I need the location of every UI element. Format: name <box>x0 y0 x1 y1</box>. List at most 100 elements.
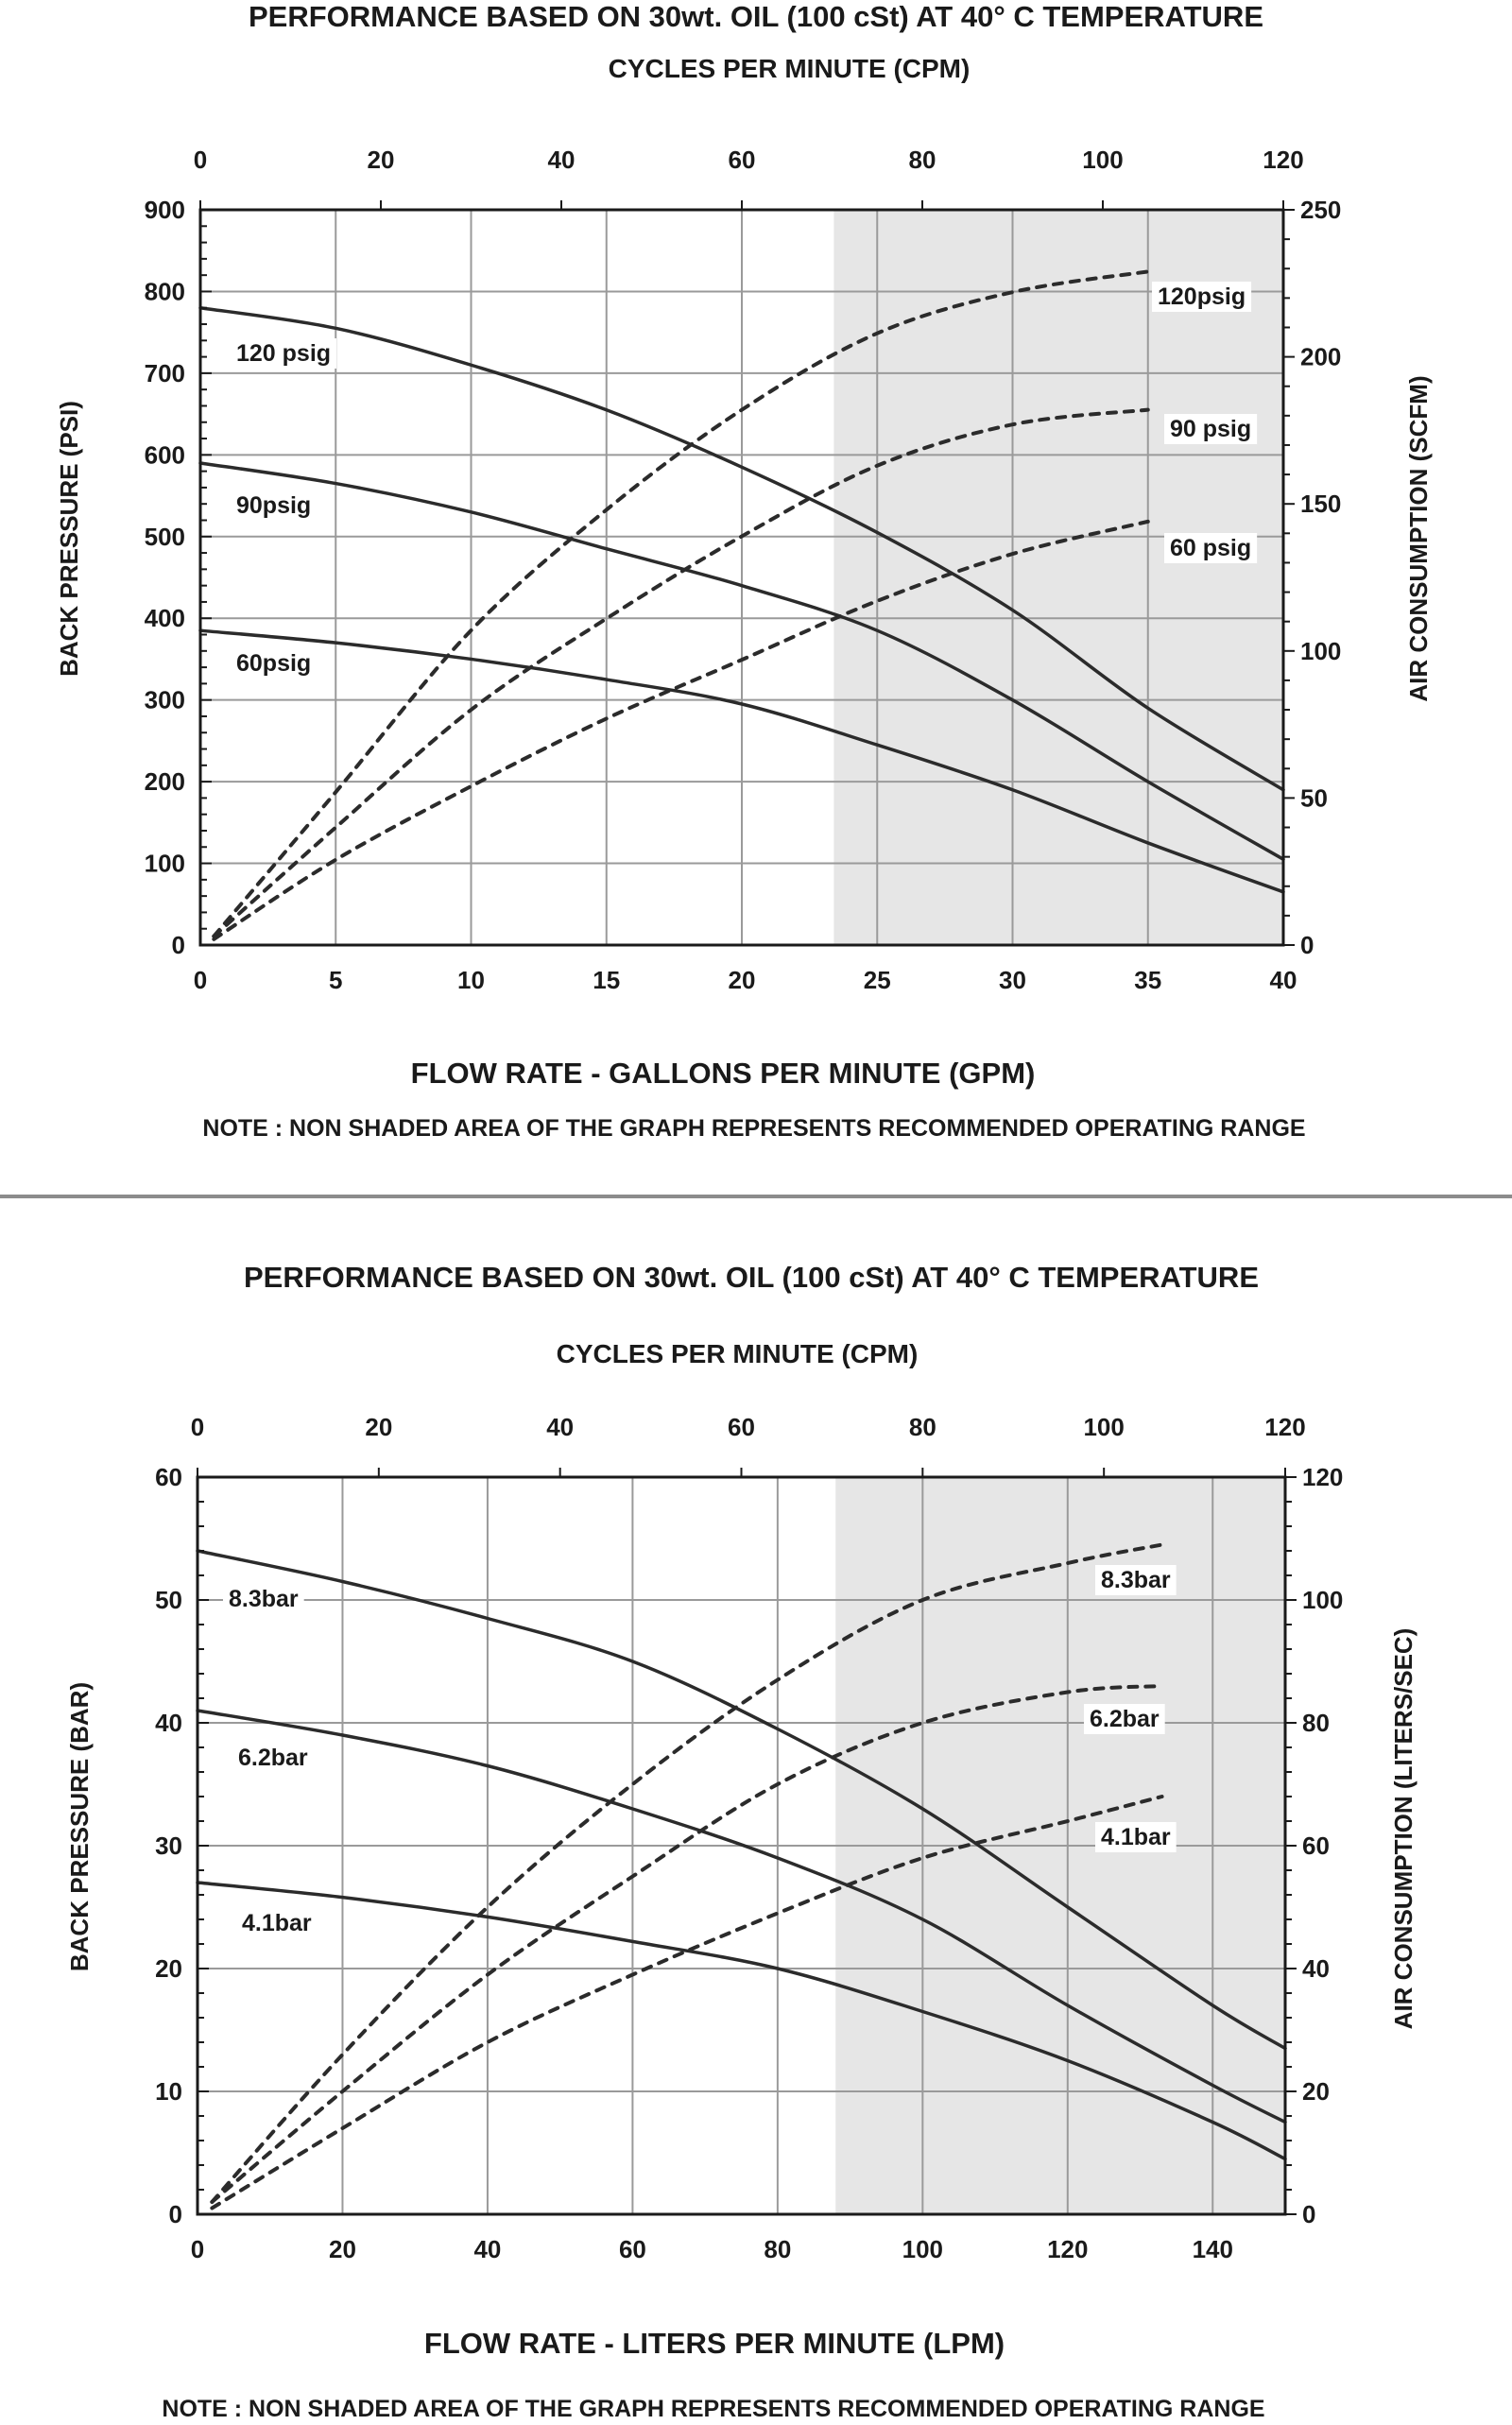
curve-label-bg <box>232 1743 314 1773</box>
curve-label-bg <box>1164 414 1258 444</box>
x2-tick-label: 20 <box>368 146 395 174</box>
x2-tick-label: 80 <box>909 146 936 174</box>
series-lines <box>196 1542 1287 2210</box>
curve-label-6-2bar-air: 6.2bar <box>1090 1706 1160 1732</box>
x2-tick-label: 120 <box>1263 146 1303 174</box>
curve-labels: 120 psig 90psig 60psig 120psig 90 psig 6… <box>231 282 1258 679</box>
curve-labels: 8.3bar 6.2bar 4.1bar 8.3bar 6.2bar 4.1ba… <box>223 1565 1177 1938</box>
x-axis-label: FLOW RATE - GALLONS PER MINUTE (GPM) <box>411 1057 1036 1090</box>
x2-tick-label: 20 <box>365 1413 392 1441</box>
y-tick-label: 0 <box>172 931 185 959</box>
curve-label-60psig: 60psig <box>236 650 311 677</box>
x-tick-label: 40 <box>1270 966 1297 994</box>
air-consumption-line-5 <box>210 1795 1164 2210</box>
x-tick-label: 10 <box>457 966 485 994</box>
x-tick-label: 60 <box>619 2235 646 2263</box>
y-axis-label-right: AIR CONSUMPTION (LITERS/SEC) <box>1389 1628 1418 2030</box>
pressure-line-2 <box>198 628 1285 894</box>
y-tick-label: 50 <box>155 1586 182 1614</box>
x2-tick-label: 100 <box>1083 1413 1124 1441</box>
x2-tick-label: 40 <box>548 146 576 174</box>
x-tick-label: 120 <box>1047 2235 1088 2263</box>
curve-label-90-psig-air: 90 psig <box>1170 416 1251 442</box>
x-tick-label: 25 <box>864 966 891 994</box>
y-tick-label: 20 <box>155 1954 182 1983</box>
x-tick-label: 30 <box>999 966 1026 994</box>
x-tick-label: 15 <box>593 966 620 994</box>
x2-tick-label: 0 <box>194 146 207 174</box>
y-tick-label: 800 <box>145 277 185 305</box>
y-tick-label: 900 <box>145 196 185 224</box>
y-tick-label: 500 <box>145 523 185 551</box>
x-tick-label: 40 <box>473 2235 501 2263</box>
y2-tick-label: 120 <box>1302 1463 1343 1491</box>
y2-tick-label: 100 <box>1300 637 1341 665</box>
curve-label-4-1bar-air: 4.1bar <box>1101 1824 1171 1850</box>
air-consumption-line-4 <box>210 1684 1164 2204</box>
y2-tick-label: 50 <box>1300 783 1328 812</box>
curve-label-bg <box>1164 533 1258 563</box>
y-tick-label: 60 <box>155 1463 182 1491</box>
y2-tick-label: 200 <box>1300 343 1341 371</box>
y-tick-label: 30 <box>155 1832 182 1860</box>
pressure-line-2 <box>196 1881 1287 2161</box>
air-consumption-line-4 <box>212 407 1150 938</box>
y-axis-label-left: BACK PRESSURE (BAR) <box>65 1682 94 1971</box>
x2-tick-label: 40 <box>546 1413 574 1441</box>
curve-label-8-3bar-air: 8.3bar <box>1101 1567 1171 1593</box>
pressure-line-1 <box>196 1709 1287 2124</box>
air-consumption-line-3 <box>212 269 1150 938</box>
curve-label-bg <box>223 1584 304 1614</box>
chart-title: PERFORMANCE BASED ON 30wt. OIL (100 cSt)… <box>244 1261 1259 1294</box>
y2-tick-label: 20 <box>1302 2077 1330 2106</box>
x-tick-label: 5 <box>329 966 342 994</box>
pressure-line-0 <box>196 1549 1287 2051</box>
curve-label-bg <box>231 648 318 679</box>
tick-labels: 0 5 10 15 20 25 30 35 40010020030040050060070080… <box>145 146 1342 994</box>
y-tick-label: 600 <box>145 440 185 469</box>
plot-frame <box>198 200 1295 947</box>
curve-label-4-1bar: 4.1bar <box>242 1910 312 1936</box>
cpm-axis-label: CYCLES PER MINUTE (CPM) <box>609 54 971 83</box>
chart-bar-lpm: PERFORMANCE BASED ON 30wt. OIL (100 cSt)… <box>65 1261 1418 2422</box>
curve-label-bg <box>1152 282 1252 312</box>
curve-label-bg <box>1084 1704 1165 1734</box>
y-tick-label: 10 <box>155 2077 182 2106</box>
chart-title: PERFORMANCE BASED ON 30wt. OIL (100 cSt)… <box>249 0 1263 33</box>
chart-psi-gpm: PERFORMANCE BASED ON 30wt. OIL (100 cSt)… <box>55 0 1433 1142</box>
y2-tick-label: 150 <box>1300 490 1341 518</box>
shaded-area <box>833 210 1283 945</box>
curve-label-120-psig: 120 psig <box>236 340 331 367</box>
y-axis-label-left: BACK PRESSURE (PSI) <box>55 401 83 677</box>
x2-tick-label: 80 <box>909 1413 936 1441</box>
x-tick-label: 0 <box>191 2235 204 2263</box>
curve-label-bg <box>1095 1822 1177 1852</box>
x-tick-label: 20 <box>329 2235 356 2263</box>
pressure-line-0 <box>198 305 1285 792</box>
operating-range-note: NOTE : NON SHADED AREA OF THE GRAPH REPR… <box>162 2396 1264 2422</box>
curve-label-bg <box>1095 1565 1177 1595</box>
x2-tick-label: 100 <box>1082 146 1123 174</box>
x-tick-label: 140 <box>1193 2235 1233 2263</box>
y2-tick-label: 0 <box>1300 931 1314 959</box>
y-tick-label: 100 <box>145 850 185 878</box>
x-tick-label: 0 <box>194 966 207 994</box>
x-tick-label: 35 <box>1134 966 1161 994</box>
y-tick-label: 200 <box>145 767 185 796</box>
shaded-region <box>833 210 1283 945</box>
x2-tick-label: 60 <box>728 1413 755 1441</box>
y-tick-label: 700 <box>145 359 185 387</box>
x-axis-label: FLOW RATE - LITERS PER MINUTE (LPM) <box>424 2327 1005 2360</box>
operating-range-note: NOTE : NON SHADED AREA OF THE GRAPH REPR… <box>202 1115 1305 1142</box>
air-consumption-line-5 <box>212 519 1150 941</box>
x-tick-label: 100 <box>902 2235 943 2263</box>
curve-label-bg <box>231 338 337 369</box>
y-axis-label-right: AIR CONSUMPTION (SCFM) <box>1404 375 1433 701</box>
y2-tick-label: 100 <box>1302 1586 1343 1614</box>
y-tick-label: 0 <box>169 2200 182 2228</box>
curve-label-bg <box>231 490 318 521</box>
y-tick-label: 300 <box>145 686 185 714</box>
x2-tick-label: 60 <box>729 146 756 174</box>
air-consumption-line-3 <box>210 1542 1164 2204</box>
y2-tick-label: 80 <box>1302 1709 1330 1737</box>
